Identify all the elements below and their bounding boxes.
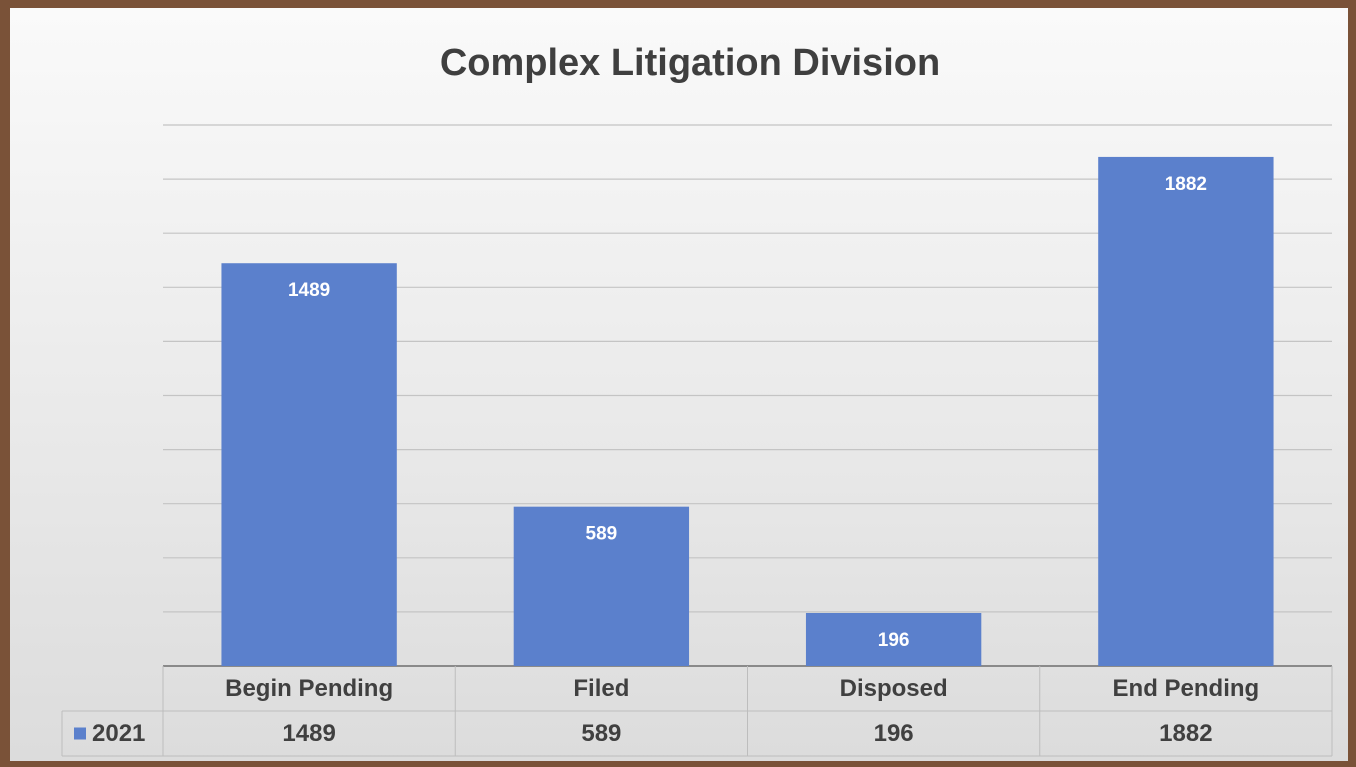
table-value: 1882	[1159, 720, 1212, 747]
bar	[513, 506, 690, 666]
value-label: 1882	[1165, 174, 1207, 195]
x-tick-label: End Pending	[1113, 675, 1260, 702]
bar	[221, 263, 397, 666]
legend-swatch	[74, 727, 86, 740]
value-label: 589	[586, 524, 618, 545]
value-label: 1489	[288, 280, 330, 301]
bar	[805, 612, 982, 666]
table-value: 196	[874, 720, 914, 747]
table-value: 589	[581, 720, 621, 747]
chart-title: Complex Litigation Division	[440, 42, 940, 84]
legend-label: 2021	[92, 720, 145, 747]
x-tick-label: Filed	[573, 675, 629, 702]
value-label: 196	[878, 630, 910, 651]
bar	[1098, 156, 1274, 666]
x-tick-label: Begin Pending	[225, 675, 393, 702]
x-tick-label: Disposed	[840, 675, 948, 702]
table-value: 1489	[282, 720, 335, 747]
